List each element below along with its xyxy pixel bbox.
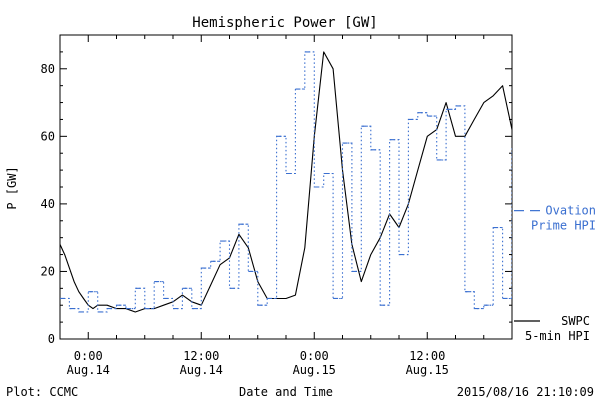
chart-title: Hemispheric Power [GW] [192, 15, 377, 31]
y-tick-label: 0 [48, 332, 55, 346]
y-tick-label: 20 [41, 264, 55, 278]
series-layer [60, 51, 512, 313]
legend-ovation-label: Ovation [545, 204, 596, 218]
series-swpc-hpi-line [60, 51, 512, 313]
plot-timestamp: 2015/08/16 21:10:09 [457, 385, 594, 399]
plot-credit: Plot: CCMC [6, 385, 78, 399]
x-axis-label: Date and Time [239, 385, 333, 399]
x-axis: 0:00Aug.1412:00Aug.140:00Aug.1512:00Aug.… [59, 35, 513, 377]
x-tick-label-time: 12:00 [183, 349, 219, 363]
y-tick-label: 60 [41, 129, 55, 143]
y-axis: 0 20 40 60 80 [41, 34, 512, 346]
legend-hpi-label: 5-min HPI [525, 329, 590, 343]
x-tick-label-date: Aug.14 [67, 363, 110, 377]
y-tick-label: 40 [41, 197, 55, 211]
plot-frame [59, 34, 513, 340]
series-ovation-prime-line [60, 51, 512, 313]
x-tick-label-time: 0:00 [74, 349, 103, 363]
x-tick-label-date: Aug.15 [293, 363, 336, 377]
y-axis-label: P [GW] [5, 166, 19, 209]
x-tick-label-time: 12:00 [409, 349, 445, 363]
x-tick-label-date: Aug.15 [406, 363, 449, 377]
y-tick-label: 80 [41, 62, 55, 76]
legend-hpi-label: SWPC [561, 314, 590, 328]
x-tick-label-date: Aug.14 [180, 363, 223, 377]
legend-ovation-label: Prime HPI [531, 219, 596, 233]
x-tick-label-time: 0:00 [300, 349, 329, 363]
